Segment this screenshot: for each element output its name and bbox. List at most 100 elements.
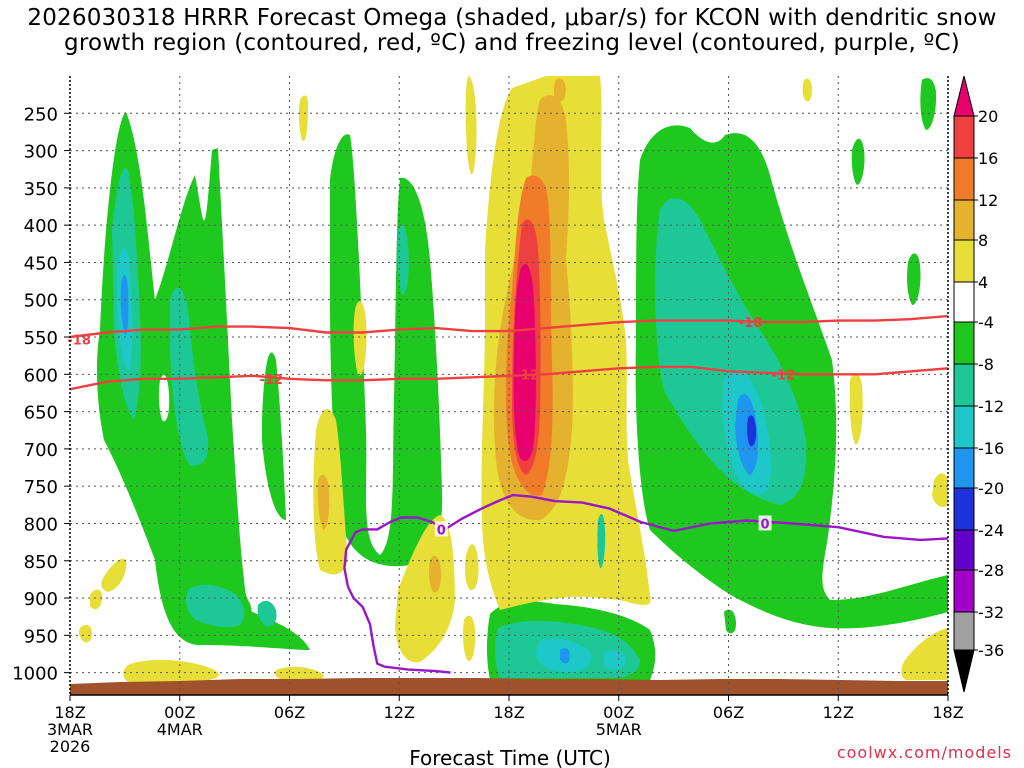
omega-region-yellow <box>465 76 477 175</box>
y-tick-label: 800 <box>24 514 58 535</box>
omega-region-green <box>920 586 948 608</box>
omega-region-blue <box>560 648 570 664</box>
colorbar-swatch <box>953 75 975 117</box>
omega-region-yellow <box>395 515 455 663</box>
y-tick-label: 300 <box>24 142 58 163</box>
chart-title: 2026030318 HRRR Forecast Omega (shaded, … <box>0 6 1024 56</box>
x-tick-label: 00Z <box>164 703 195 722</box>
contour-label: 0 <box>437 523 446 538</box>
colorbar-tick-label: 12 <box>978 191 998 210</box>
omega-darkblue-regions <box>746 415 757 447</box>
omega-uplift-core <box>317 78 573 593</box>
omega-region-yellow <box>298 95 308 141</box>
omega-region-blue <box>735 394 758 475</box>
omega-region-yellow <box>463 615 476 661</box>
omega-region-green <box>330 134 443 567</box>
contour-labels: -18 -18 -12 -12 -12 0 0 <box>67 316 796 538</box>
omega-region-green <box>724 609 736 634</box>
omega-region-white <box>369 493 385 539</box>
omega-region-green <box>96 112 310 650</box>
omega-region-green <box>262 352 286 520</box>
y-tick-label: 750 <box>24 477 58 498</box>
terrain-surface <box>70 678 948 695</box>
omega-region-cyan <box>597 514 606 569</box>
omega-region-green <box>851 138 865 185</box>
y-tick-label: 950 <box>24 626 58 647</box>
y-tick-label: 600 <box>24 365 58 386</box>
contour-label-bg <box>434 521 448 537</box>
contour-label: 0 <box>761 517 770 532</box>
x-tick-label: 06Z <box>713 703 744 722</box>
omega-region-cyan <box>257 600 277 627</box>
x-tick-label: 06Z <box>274 703 305 722</box>
contour-label: -12 <box>772 368 796 383</box>
colorbar-swatch <box>953 447 975 489</box>
x-axis-title: Forecast Time (UTC) <box>409 746 611 768</box>
omega-region-yellow <box>932 473 948 507</box>
omega-region-green <box>907 253 921 305</box>
y-tick-label: 1000 <box>12 664 58 685</box>
chart-title-line2: growth region (contoured, red, ºC) and f… <box>64 30 960 56</box>
colorbar-tick-label: 20 <box>978 107 998 126</box>
contour-label: -12 <box>259 373 283 388</box>
colorbar-swatch <box>953 529 975 571</box>
colorbar-swatch <box>953 281 975 323</box>
colorbar-swatch <box>953 321 975 365</box>
omega-region-yellow <box>849 373 863 445</box>
gridlines <box>70 76 948 695</box>
omega-region-yellow <box>90 589 103 610</box>
colorbar-swatch <box>953 405 975 449</box>
omega-region-yellow <box>78 624 92 643</box>
omega-region-yellow <box>802 78 812 102</box>
colorbar-tick-label: -32 <box>978 603 1004 622</box>
omega-region-yellow <box>465 544 479 591</box>
omega-region-cyan <box>186 584 245 628</box>
colorbar-swatch <box>953 199 975 241</box>
x-tick-label: 3MAR <box>47 720 93 739</box>
colorbar-tick-label: -4 <box>978 313 994 332</box>
colorbar-swatch <box>953 611 975 651</box>
y-tick-label: 500 <box>24 291 58 312</box>
colorbar-swatch <box>953 363 975 407</box>
omega-region-gold <box>553 78 566 102</box>
y-tick-label: 650 <box>24 403 58 424</box>
x-tick-label: 2026 <box>50 737 91 756</box>
colorbar-tick-label: -24 <box>978 521 1004 540</box>
chart-title-line1: 2026030318 HRRR Forecast Omega (shaded, … <box>27 5 997 31</box>
omega-region-cyan <box>397 225 409 295</box>
omega-region-blue <box>120 274 129 335</box>
omega-region-cyan <box>170 287 209 466</box>
omega-region-yellow <box>901 628 948 680</box>
omega-region-lightblue <box>604 650 626 670</box>
omega-region-yellow <box>101 558 127 592</box>
x-tick-label: 18Z <box>493 703 524 722</box>
omega-region-gold <box>317 474 330 530</box>
y-tick-label: 850 <box>24 552 58 573</box>
y-tick-label: 400 <box>24 216 58 237</box>
y-tick-label: 550 <box>24 328 58 349</box>
omega-region-yellow <box>313 409 348 575</box>
y-tick-label: 450 <box>24 253 58 274</box>
contour-label: -18 <box>67 333 91 348</box>
contour-line <box>346 586 451 674</box>
x-tick-label: 18Z <box>932 703 963 722</box>
contour-label: -12 <box>516 368 540 383</box>
omega-cyan-regions <box>112 168 807 678</box>
contour-label-bg <box>758 515 772 531</box>
contour-label: -18 <box>739 316 763 331</box>
x-tick-label: 4MAR <box>157 720 203 739</box>
colorbar-tick-label: -8 <box>978 355 994 374</box>
colorbar-tick-label: -20 <box>978 479 1004 498</box>
omega-region-green <box>920 78 937 130</box>
omega-region-yellow <box>275 666 324 682</box>
colorbar-tick-label: 8 <box>978 231 988 250</box>
colorbar-tick-label: -28 <box>978 561 1004 580</box>
colorbar-swatch <box>953 157 975 201</box>
omega-region-gold <box>429 555 442 593</box>
x-tick-label: 5MAR <box>596 720 642 739</box>
colorbar-tick-label: 16 <box>978 149 998 168</box>
omega-region-white <box>158 375 170 422</box>
colorbar-tick-label: 4 <box>978 273 988 292</box>
